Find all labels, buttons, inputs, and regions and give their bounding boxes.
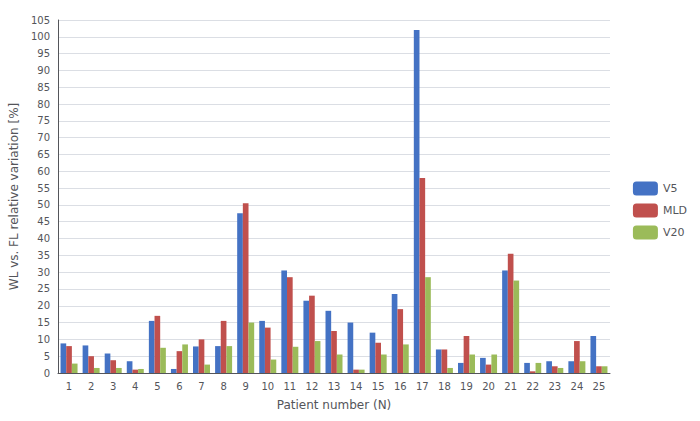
svg-text:11: 11	[283, 381, 296, 392]
svg-text:WL vs. FL relative variation [: WL vs. FL relative variation [%]	[7, 103, 21, 290]
svg-text:6: 6	[176, 381, 182, 392]
svg-text:22: 22	[526, 381, 539, 392]
svg-text:MLD: MLD	[663, 204, 687, 217]
svg-text:85: 85	[37, 82, 50, 93]
svg-text:18: 18	[438, 381, 451, 392]
svg-text:10: 10	[37, 334, 50, 345]
svg-text:65: 65	[37, 149, 50, 160]
svg-text:15: 15	[37, 317, 50, 328]
svg-text:35: 35	[37, 250, 50, 261]
svg-text:Patient number (N): Patient number (N)	[277, 398, 392, 412]
svg-text:4: 4	[132, 381, 138, 392]
svg-text:70: 70	[37, 132, 50, 143]
svg-text:25: 25	[37, 283, 50, 294]
svg-text:2: 2	[88, 381, 94, 392]
svg-text:20: 20	[482, 381, 495, 392]
svg-text:0: 0	[44, 368, 50, 379]
svg-text:10: 10	[261, 381, 274, 392]
svg-text:5: 5	[44, 351, 50, 362]
svg-text:V5: V5	[663, 182, 678, 195]
svg-text:20: 20	[37, 300, 50, 311]
svg-text:21: 21	[504, 381, 517, 392]
svg-text:15: 15	[372, 381, 385, 392]
svg-text:16: 16	[394, 381, 407, 392]
svg-text:50: 50	[37, 199, 50, 210]
svg-text:55: 55	[37, 183, 50, 194]
svg-text:19: 19	[460, 381, 473, 392]
svg-text:13: 13	[328, 381, 341, 392]
svg-text:105: 105	[31, 15, 50, 26]
svg-text:90: 90	[37, 65, 50, 76]
svg-text:8: 8	[220, 381, 226, 392]
svg-text:V20: V20	[663, 226, 685, 239]
svg-text:1: 1	[66, 381, 72, 392]
svg-text:40: 40	[37, 233, 50, 244]
svg-text:24: 24	[571, 381, 584, 392]
svg-text:30: 30	[37, 267, 50, 278]
svg-text:95: 95	[37, 48, 50, 59]
svg-text:75: 75	[37, 115, 50, 126]
svg-text:23: 23	[548, 381, 561, 392]
svg-text:25: 25	[593, 381, 606, 392]
svg-text:45: 45	[37, 216, 50, 227]
svg-text:14: 14	[350, 381, 363, 392]
svg-text:5: 5	[154, 381, 160, 392]
svg-text:100: 100	[31, 31, 50, 42]
svg-text:12: 12	[306, 381, 319, 392]
svg-text:3: 3	[110, 381, 116, 392]
svg-text:7: 7	[198, 381, 204, 392]
svg-text:9: 9	[242, 381, 248, 392]
svg-text:17: 17	[416, 381, 429, 392]
svg-text:80: 80	[37, 99, 50, 110]
svg-text:60: 60	[37, 166, 50, 177]
